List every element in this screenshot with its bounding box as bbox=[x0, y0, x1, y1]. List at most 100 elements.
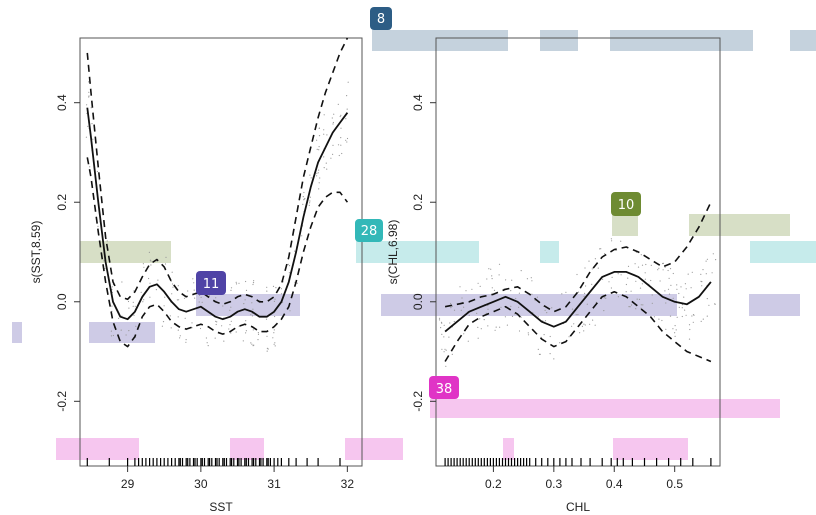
residual-point bbox=[206, 342, 208, 344]
residual-point bbox=[608, 281, 610, 283]
residual-point bbox=[132, 301, 134, 303]
residual-point bbox=[252, 329, 254, 331]
residual-point bbox=[245, 330, 247, 332]
residual-point bbox=[323, 156, 325, 158]
residual-point bbox=[185, 339, 187, 341]
residual-point bbox=[518, 292, 521, 294]
residual-point bbox=[640, 254, 642, 256]
residual-point bbox=[678, 292, 680, 295]
residual-point bbox=[460, 309, 462, 311]
residual-point bbox=[600, 248, 602, 250]
residual-point bbox=[309, 200, 311, 202]
residual-point bbox=[111, 305, 113, 307]
residual-point bbox=[559, 342, 561, 344]
residual-point bbox=[690, 287, 692, 289]
fit-line bbox=[444, 270, 712, 333]
residual-point bbox=[674, 325, 676, 327]
residual-point bbox=[128, 307, 130, 309]
band-38-e bbox=[503, 438, 514, 460]
residual-point bbox=[659, 280, 661, 282]
residual-point bbox=[706, 315, 708, 317]
residual-point bbox=[163, 305, 165, 307]
badge-8[interactable]: 8 bbox=[370, 7, 392, 30]
residual-point bbox=[104, 268, 106, 270]
badge-11[interactable]: 11 bbox=[196, 271, 226, 295]
residual-point bbox=[303, 191, 305, 194]
residual-point bbox=[110, 330, 112, 332]
residual-point bbox=[664, 266, 666, 268]
residual-point bbox=[450, 302, 452, 305]
residual-point bbox=[461, 297, 463, 299]
residual-point bbox=[676, 316, 678, 318]
residual-point bbox=[318, 146, 320, 148]
residual-point bbox=[150, 260, 152, 262]
residual-point bbox=[275, 287, 277, 289]
residual-point bbox=[526, 278, 529, 280]
residual-point bbox=[288, 265, 291, 267]
residual-point bbox=[340, 144, 342, 146]
residual-point bbox=[667, 288, 670, 290]
residual-point bbox=[316, 172, 318, 174]
residual-point bbox=[87, 125, 89, 127]
residual-point bbox=[150, 264, 152, 266]
residual-point bbox=[628, 306, 630, 308]
band-28-b bbox=[540, 241, 559, 263]
residual-point bbox=[178, 299, 180, 301]
residual-point bbox=[579, 332, 581, 334]
rug-marks bbox=[444, 458, 712, 466]
residual-point bbox=[681, 315, 683, 318]
residual-point bbox=[530, 277, 532, 279]
residual-point bbox=[691, 315, 693, 317]
residual-point bbox=[86, 104, 88, 106]
residual-point bbox=[323, 133, 325, 135]
residual-point bbox=[620, 274, 622, 276]
residual-point bbox=[537, 348, 539, 350]
x-tick-label: 0.2 bbox=[485, 477, 502, 491]
residual-point bbox=[520, 316, 522, 318]
badge-38[interactable]: 38 bbox=[429, 376, 459, 399]
residual-point bbox=[148, 277, 150, 280]
residual-point bbox=[658, 267, 660, 269]
residual-point bbox=[591, 268, 593, 270]
residual-point bbox=[688, 324, 691, 326]
residual-point bbox=[288, 272, 290, 274]
residual-point bbox=[584, 292, 586, 294]
residual-point bbox=[597, 267, 599, 269]
residual-point bbox=[230, 332, 232, 334]
residual-point bbox=[465, 290, 467, 292]
residual-point bbox=[494, 329, 496, 331]
badge-8-label: 8 bbox=[377, 12, 385, 27]
residual-point bbox=[662, 262, 665, 264]
badge-10[interactable]: 10 bbox=[611, 192, 641, 216]
residual-point bbox=[565, 291, 567, 293]
residual-point bbox=[149, 296, 151, 298]
residual-point bbox=[594, 324, 596, 326]
y-ticks: -0.2 0.0 0.2 0.4 bbox=[55, 94, 80, 412]
residual-point bbox=[683, 296, 685, 298]
residual-point bbox=[143, 266, 145, 268]
residual-point bbox=[337, 103, 339, 105]
residual-point bbox=[702, 269, 704, 271]
residual-point bbox=[589, 323, 591, 325]
residual-point bbox=[505, 279, 507, 281]
y-tick-label: 0.0 bbox=[55, 293, 69, 310]
residual-point bbox=[449, 322, 451, 324]
residual-point bbox=[634, 263, 636, 265]
residual-point bbox=[235, 283, 238, 285]
residual-point bbox=[215, 323, 217, 326]
residual-point bbox=[627, 265, 630, 267]
residual-point bbox=[603, 297, 605, 299]
residual-point bbox=[510, 305, 512, 307]
residual-point bbox=[121, 281, 123, 283]
residual-point bbox=[223, 340, 225, 342]
residual-point bbox=[319, 177, 321, 179]
residual-point bbox=[133, 290, 135, 292]
residual-point bbox=[110, 335, 112, 337]
residual-point bbox=[642, 304, 644, 306]
residual-point bbox=[467, 340, 469, 342]
badge-28[interactable]: 28 bbox=[355, 219, 383, 242]
residual-point bbox=[568, 336, 570, 338]
residual-point bbox=[495, 326, 497, 328]
residual-point bbox=[193, 289, 195, 291]
band-10-c bbox=[689, 214, 790, 236]
